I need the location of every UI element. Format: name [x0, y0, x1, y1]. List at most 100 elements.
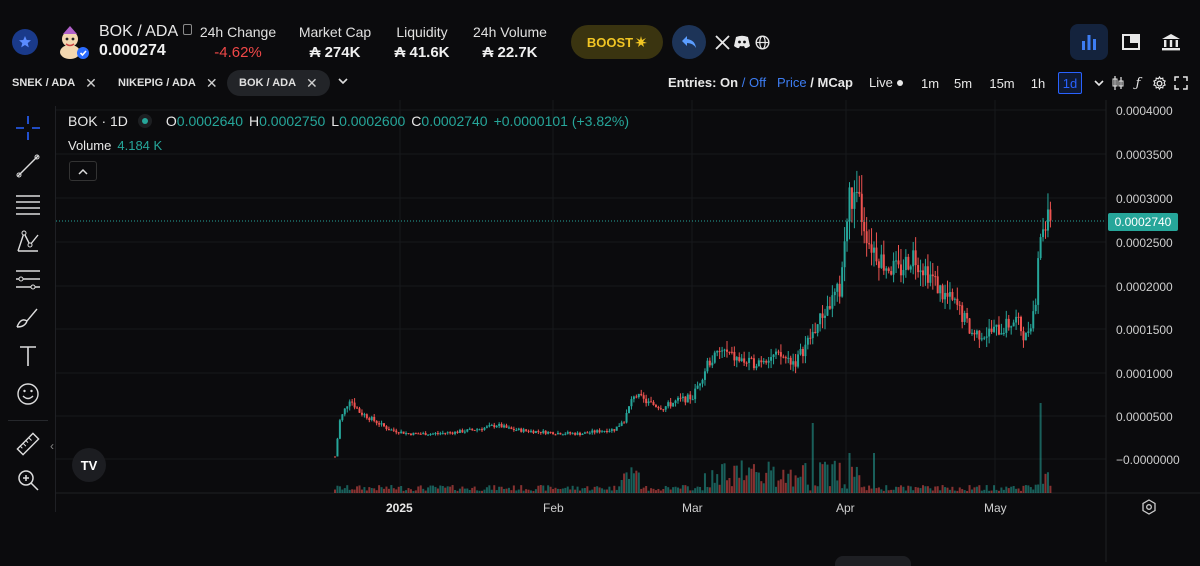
volume-bar [1029, 487, 1032, 493]
candle-body [532, 430, 535, 434]
brush-icon[interactable] [14, 304, 42, 332]
price-chart[interactable] [56, 100, 1200, 562]
candle-body [395, 430, 398, 433]
emoji-icon[interactable] [14, 380, 42, 408]
timeframe-1m[interactable]: 1m [920, 75, 940, 91]
candle-type-icon[interactable] [1109, 72, 1127, 94]
timeframe-1d[interactable]: 1d [1058, 72, 1082, 94]
ruler-icon[interactable] [14, 430, 42, 458]
collapse-toolbar-icon[interactable]: ‹ [50, 439, 54, 453]
candle-body [586, 432, 589, 434]
volume-bar [782, 469, 785, 493]
layout-button[interactable] [1112, 24, 1150, 60]
entries-on[interactable]: On [720, 75, 739, 90]
boost-button[interactable]: BOOST [571, 25, 663, 59]
fullscreen-icon[interactable] [1172, 72, 1190, 94]
candle-body [696, 385, 699, 389]
volume-bar [498, 486, 501, 493]
timeframe-5m[interactable]: 5m [953, 75, 973, 91]
volume-bar [654, 490, 657, 493]
volume-bar [493, 485, 496, 493]
volume-bar [1024, 485, 1027, 493]
axis-settings-icon[interactable] [1141, 499, 1157, 515]
volume-bar [674, 486, 677, 493]
candle-body [677, 397, 679, 401]
candle-body [784, 357, 787, 359]
live-toggle[interactable]: Live [869, 75, 904, 90]
chart-view-button[interactable] [1070, 24, 1108, 60]
candle-body [650, 401, 653, 403]
close-icon[interactable]: ✕ [306, 74, 318, 91]
volume-bar [939, 490, 942, 493]
candle-body [485, 426, 488, 428]
candle-body [370, 416, 373, 421]
volume-bar [601, 488, 604, 493]
legend-collapse-button[interactable] [69, 161, 97, 181]
globe-icon[interactable] [752, 32, 772, 52]
volume-bar [828, 486, 831, 493]
candle-body [498, 424, 501, 426]
tab-snek-ada[interactable]: SNEK / ADA ✕ [12, 70, 97, 96]
volume-bar [713, 482, 716, 493]
tradingview-logo[interactable]: TV [72, 448, 106, 482]
volume-bar [946, 487, 949, 493]
x-twitter-icon[interactable] [712, 32, 732, 52]
candle-body [628, 406, 630, 413]
timeframe-more-chevron-icon[interactable] [1090, 72, 1108, 94]
trend-line-icon[interactable] [14, 152, 42, 180]
bottom-handle[interactable] [835, 556, 911, 566]
volume-bar [733, 465, 736, 493]
pattern-icon[interactable] [14, 228, 42, 256]
candle-body [956, 298, 959, 305]
volume-bar [944, 487, 947, 493]
candle-body [980, 338, 983, 340]
discord-icon[interactable] [732, 32, 752, 52]
volume-bar [843, 484, 846, 493]
bank-icon [1162, 34, 1180, 51]
price-option[interactable]: Price [777, 75, 807, 90]
candle-body [912, 250, 915, 267]
crosshair-icon[interactable] [14, 114, 42, 142]
candle-body [897, 260, 900, 265]
candle-body [603, 430, 606, 432]
watchlist-star-icon[interactable] [12, 29, 38, 55]
candle-body [642, 395, 645, 399]
timeframe-15m[interactable]: 15m [989, 75, 1015, 91]
copy-icon[interactable] [183, 24, 193, 35]
exchange-button[interactable] [1152, 24, 1190, 60]
candle-body [833, 291, 836, 296]
tab-bok-ada[interactable]: BOK / ADA ✕ [227, 70, 330, 96]
timeframe-1h[interactable]: 1h [1030, 75, 1046, 91]
mcap-option[interactable]: MCap [817, 75, 853, 90]
candle-body [895, 260, 898, 262]
volume-bar [853, 476, 856, 493]
candle-body [454, 431, 457, 434]
candle-body [853, 192, 856, 209]
entries-off[interactable]: Off [748, 75, 767, 90]
zoom-icon[interactable] [14, 466, 42, 494]
volume-bar [662, 489, 665, 493]
close-icon[interactable]: ✕ [205, 74, 218, 91]
volume-bar [429, 485, 432, 493]
candle-body [365, 414, 368, 419]
candle-body [752, 358, 755, 369]
volume-bar [799, 476, 802, 493]
volume-bar [993, 485, 996, 493]
candle-body [351, 401, 354, 403]
candle-body [975, 330, 978, 335]
gear-icon[interactable] [1150, 72, 1168, 94]
text-tool-icon[interactable] [14, 342, 42, 370]
close-icon[interactable]: ✕ [85, 74, 97, 91]
candle-body [583, 432, 586, 434]
share-button[interactable] [672, 25, 706, 59]
fib-retracement-icon[interactable] [14, 266, 42, 294]
horizontal-lines-icon[interactable] [14, 190, 42, 218]
candle-body [848, 187, 851, 222]
candle-body [684, 396, 687, 403]
volume-bar [877, 487, 880, 493]
candle-body [924, 266, 927, 276]
indicators-fx-icon[interactable]: ƒ [1135, 75, 1141, 91]
tab-nikepig-ada[interactable]: NIKEPIG / ADA ✕ [118, 70, 218, 96]
candle-body [755, 366, 758, 369]
chevron-down-icon[interactable] [338, 74, 348, 88]
